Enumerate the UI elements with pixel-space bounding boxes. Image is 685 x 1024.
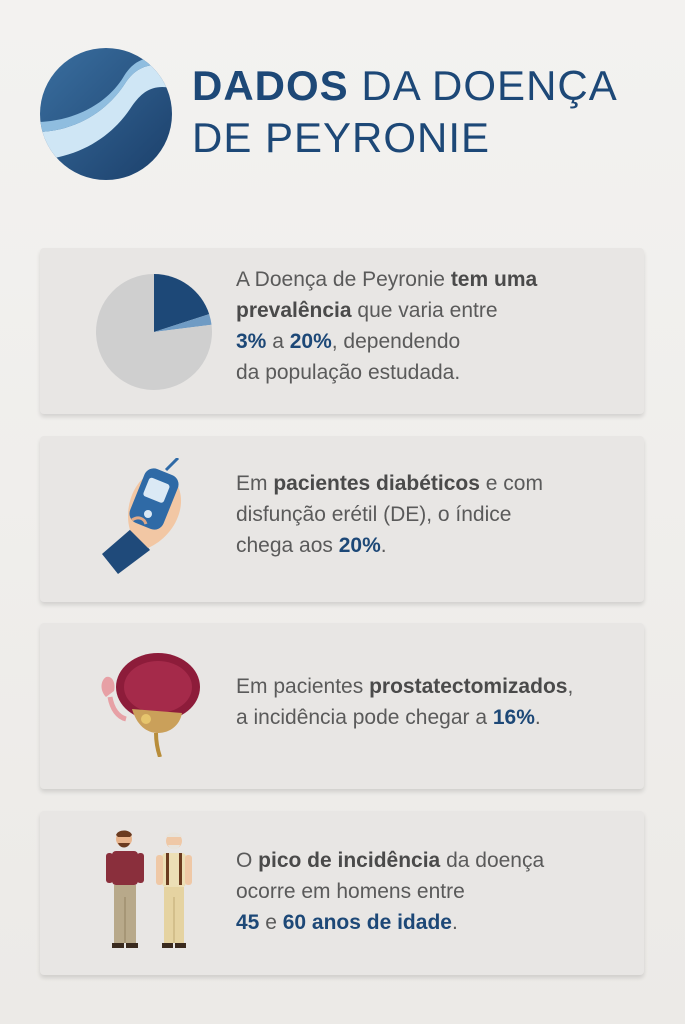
stat-card-prostatectomy: Em pacientes prostatectomizados, a incid… [40, 623, 644, 789]
pie-slice [154, 314, 212, 332]
logo-icon [40, 48, 172, 180]
card-text: A Doença de Peyronie tem uma prevalência… [236, 268, 538, 384]
pie-slice [96, 274, 212, 390]
prostate-icon [101, 653, 200, 757]
two-men-icon [106, 830, 192, 948]
card-text: O pico de incidência da doença ocorre em… [236, 849, 545, 934]
pie-chart-icon [96, 274, 212, 390]
stat-card-peak-age: O pico de incidência da doença ocorre em… [40, 811, 644, 975]
page-title: DADOS DA DOENÇA DE PEYRONIE [192, 62, 618, 161]
header: DADOS DA DOENÇA DE PEYRONIE [40, 46, 660, 186]
card-text: Em pacientes prostatectomizados, a incid… [236, 675, 574, 729]
card-text: Em pacientes diabéticos e com disfunção … [236, 472, 543, 557]
stat-card-prevalence: A Doença de Peyronie tem uma prevalência… [40, 248, 644, 414]
glucometer-hand-icon [102, 458, 182, 574]
stat-card-diabetics: Em pacientes diabéticos e com disfunção … [40, 436, 644, 602]
pie-slice [154, 274, 210, 332]
